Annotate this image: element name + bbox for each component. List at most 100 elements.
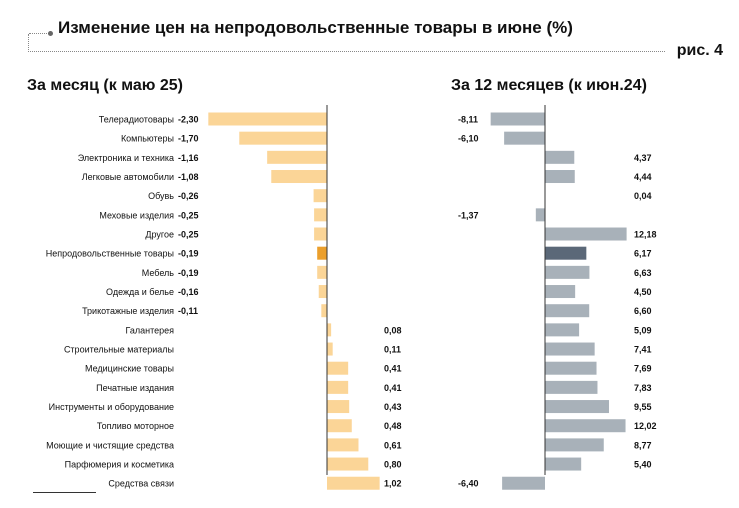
left-bar — [327, 380, 349, 394]
right-bar — [490, 112, 545, 126]
left-bar — [327, 361, 349, 375]
right-value-label: 6,63 — [634, 268, 652, 278]
right-value-label: 5,09 — [634, 325, 652, 335]
left-bar — [318, 285, 327, 299]
category-label: Средства связи — [108, 479, 174, 489]
footnote-rule — [33, 492, 96, 493]
right-value-label: -6,10 — [458, 134, 479, 144]
left-value-label: -0,26 — [178, 191, 199, 201]
left-value-label: 0,48 — [384, 421, 402, 431]
left-bar — [327, 342, 333, 356]
left-bar — [327, 457, 369, 471]
left-value-label: -0,19 — [178, 268, 199, 278]
right-value-label: 9,55 — [634, 402, 652, 412]
right-value-label: 7,41 — [634, 345, 652, 355]
left-value-label: 0,08 — [384, 325, 402, 335]
left-value-label: -2,30 — [178, 115, 199, 125]
category-label: Меховые изделия — [99, 210, 174, 220]
category-label: Трикотажные изделия — [82, 306, 174, 316]
category-label: Одежда и белье — [106, 287, 174, 297]
category-label: Легковые автомобили — [82, 172, 174, 182]
left-value-label: 1,02 — [384, 479, 402, 489]
right-bar — [545, 227, 627, 241]
left-value-label: -0,25 — [178, 210, 199, 220]
right-value-label: 4,50 — [634, 287, 652, 297]
left-bar — [317, 246, 327, 260]
category-label: Медицинские товары — [85, 364, 174, 374]
left-value-label: -1,08 — [178, 172, 199, 182]
right-bar — [535, 208, 545, 222]
left-subtitle: За месяц (к маю 25) — [27, 77, 183, 94]
right-bar — [545, 361, 597, 375]
left-value-label: 0,80 — [384, 460, 402, 470]
left-value-label: -0,19 — [178, 249, 199, 259]
right-value-label: 4,44 — [634, 172, 652, 182]
left-bar — [208, 112, 327, 126]
figure-label: рис. 4 — [676, 42, 723, 59]
category-label: Инструменты и оборудование — [49, 402, 174, 412]
category-label: Электроника и техника — [78, 153, 174, 163]
right-bar — [545, 380, 598, 394]
right-bar — [545, 150, 575, 164]
left-bar — [239, 131, 327, 145]
left-value-label: -0,16 — [178, 287, 199, 297]
right-value-label: 7,69 — [634, 364, 652, 374]
left-bar — [271, 170, 327, 184]
left-bar — [314, 208, 327, 222]
right-value-label: 0,04 — [634, 191, 652, 201]
title-frame — [28, 33, 665, 52]
left-value-label: 0,41 — [384, 383, 402, 393]
left-bar — [314, 227, 327, 241]
category-label: Топливо моторное — [97, 421, 174, 431]
left-bar — [327, 419, 352, 433]
category-label: Другое — [145, 230, 174, 240]
right-value-label: 6,60 — [634, 306, 652, 316]
right-value-label: -1,37 — [458, 210, 479, 220]
right-bar — [545, 438, 604, 452]
left-bar — [317, 265, 327, 279]
right-bar — [545, 457, 582, 471]
left-bar — [327, 438, 359, 452]
right-bar — [545, 170, 575, 184]
left-value-label: 0,61 — [384, 440, 402, 450]
right-value-label: 7,83 — [634, 383, 652, 393]
right-bar — [502, 476, 545, 490]
right-value-label: 6,17 — [634, 249, 652, 259]
category-label: Компьютеры — [121, 134, 174, 144]
right-bar — [545, 304, 590, 318]
left-bar — [327, 400, 350, 414]
category-label: Телерадиотовары — [99, 115, 174, 125]
category-label: Парфюмерия и косметика — [65, 460, 174, 470]
right-bar — [545, 323, 580, 337]
left-bar — [321, 304, 327, 318]
right-value-label: -8,11 — [458, 115, 478, 125]
category-label: Мебель — [142, 268, 175, 278]
right-bar — [545, 419, 626, 433]
right-bar — [545, 246, 587, 260]
right-value-label: 5,40 — [634, 460, 652, 470]
right-value-label: 8,77 — [634, 440, 652, 450]
right-bar — [545, 342, 595, 356]
right-value-label: 4,37 — [634, 153, 652, 163]
left-value-label: 0,43 — [384, 402, 402, 412]
left-bar — [327, 323, 332, 337]
category-label: Строительные материалы — [64, 345, 174, 355]
left-bar — [327, 476, 380, 490]
title-bullet — [48, 31, 53, 36]
category-label: Галантерея — [125, 325, 174, 335]
right-subtitle: За 12 месяцев (к июн.24) — [451, 77, 647, 94]
left-value-label: -1,16 — [178, 153, 199, 163]
left-value-label: 0,11 — [384, 345, 401, 355]
left-value-label: 0,41 — [384, 364, 402, 374]
right-value-label: 12,18 — [634, 230, 657, 240]
chart-title: Изменение цен на непродовольственные тов… — [58, 18, 573, 37]
category-label: Непродовольственные товары — [46, 249, 174, 259]
category-label: Обувь — [148, 191, 174, 201]
category-label: Печатные издания — [96, 383, 174, 393]
left-bar — [313, 189, 327, 203]
left-value-label: -1,70 — [178, 134, 199, 144]
right-bar — [545, 265, 590, 279]
left-value-label: -0,25 — [178, 230, 199, 240]
